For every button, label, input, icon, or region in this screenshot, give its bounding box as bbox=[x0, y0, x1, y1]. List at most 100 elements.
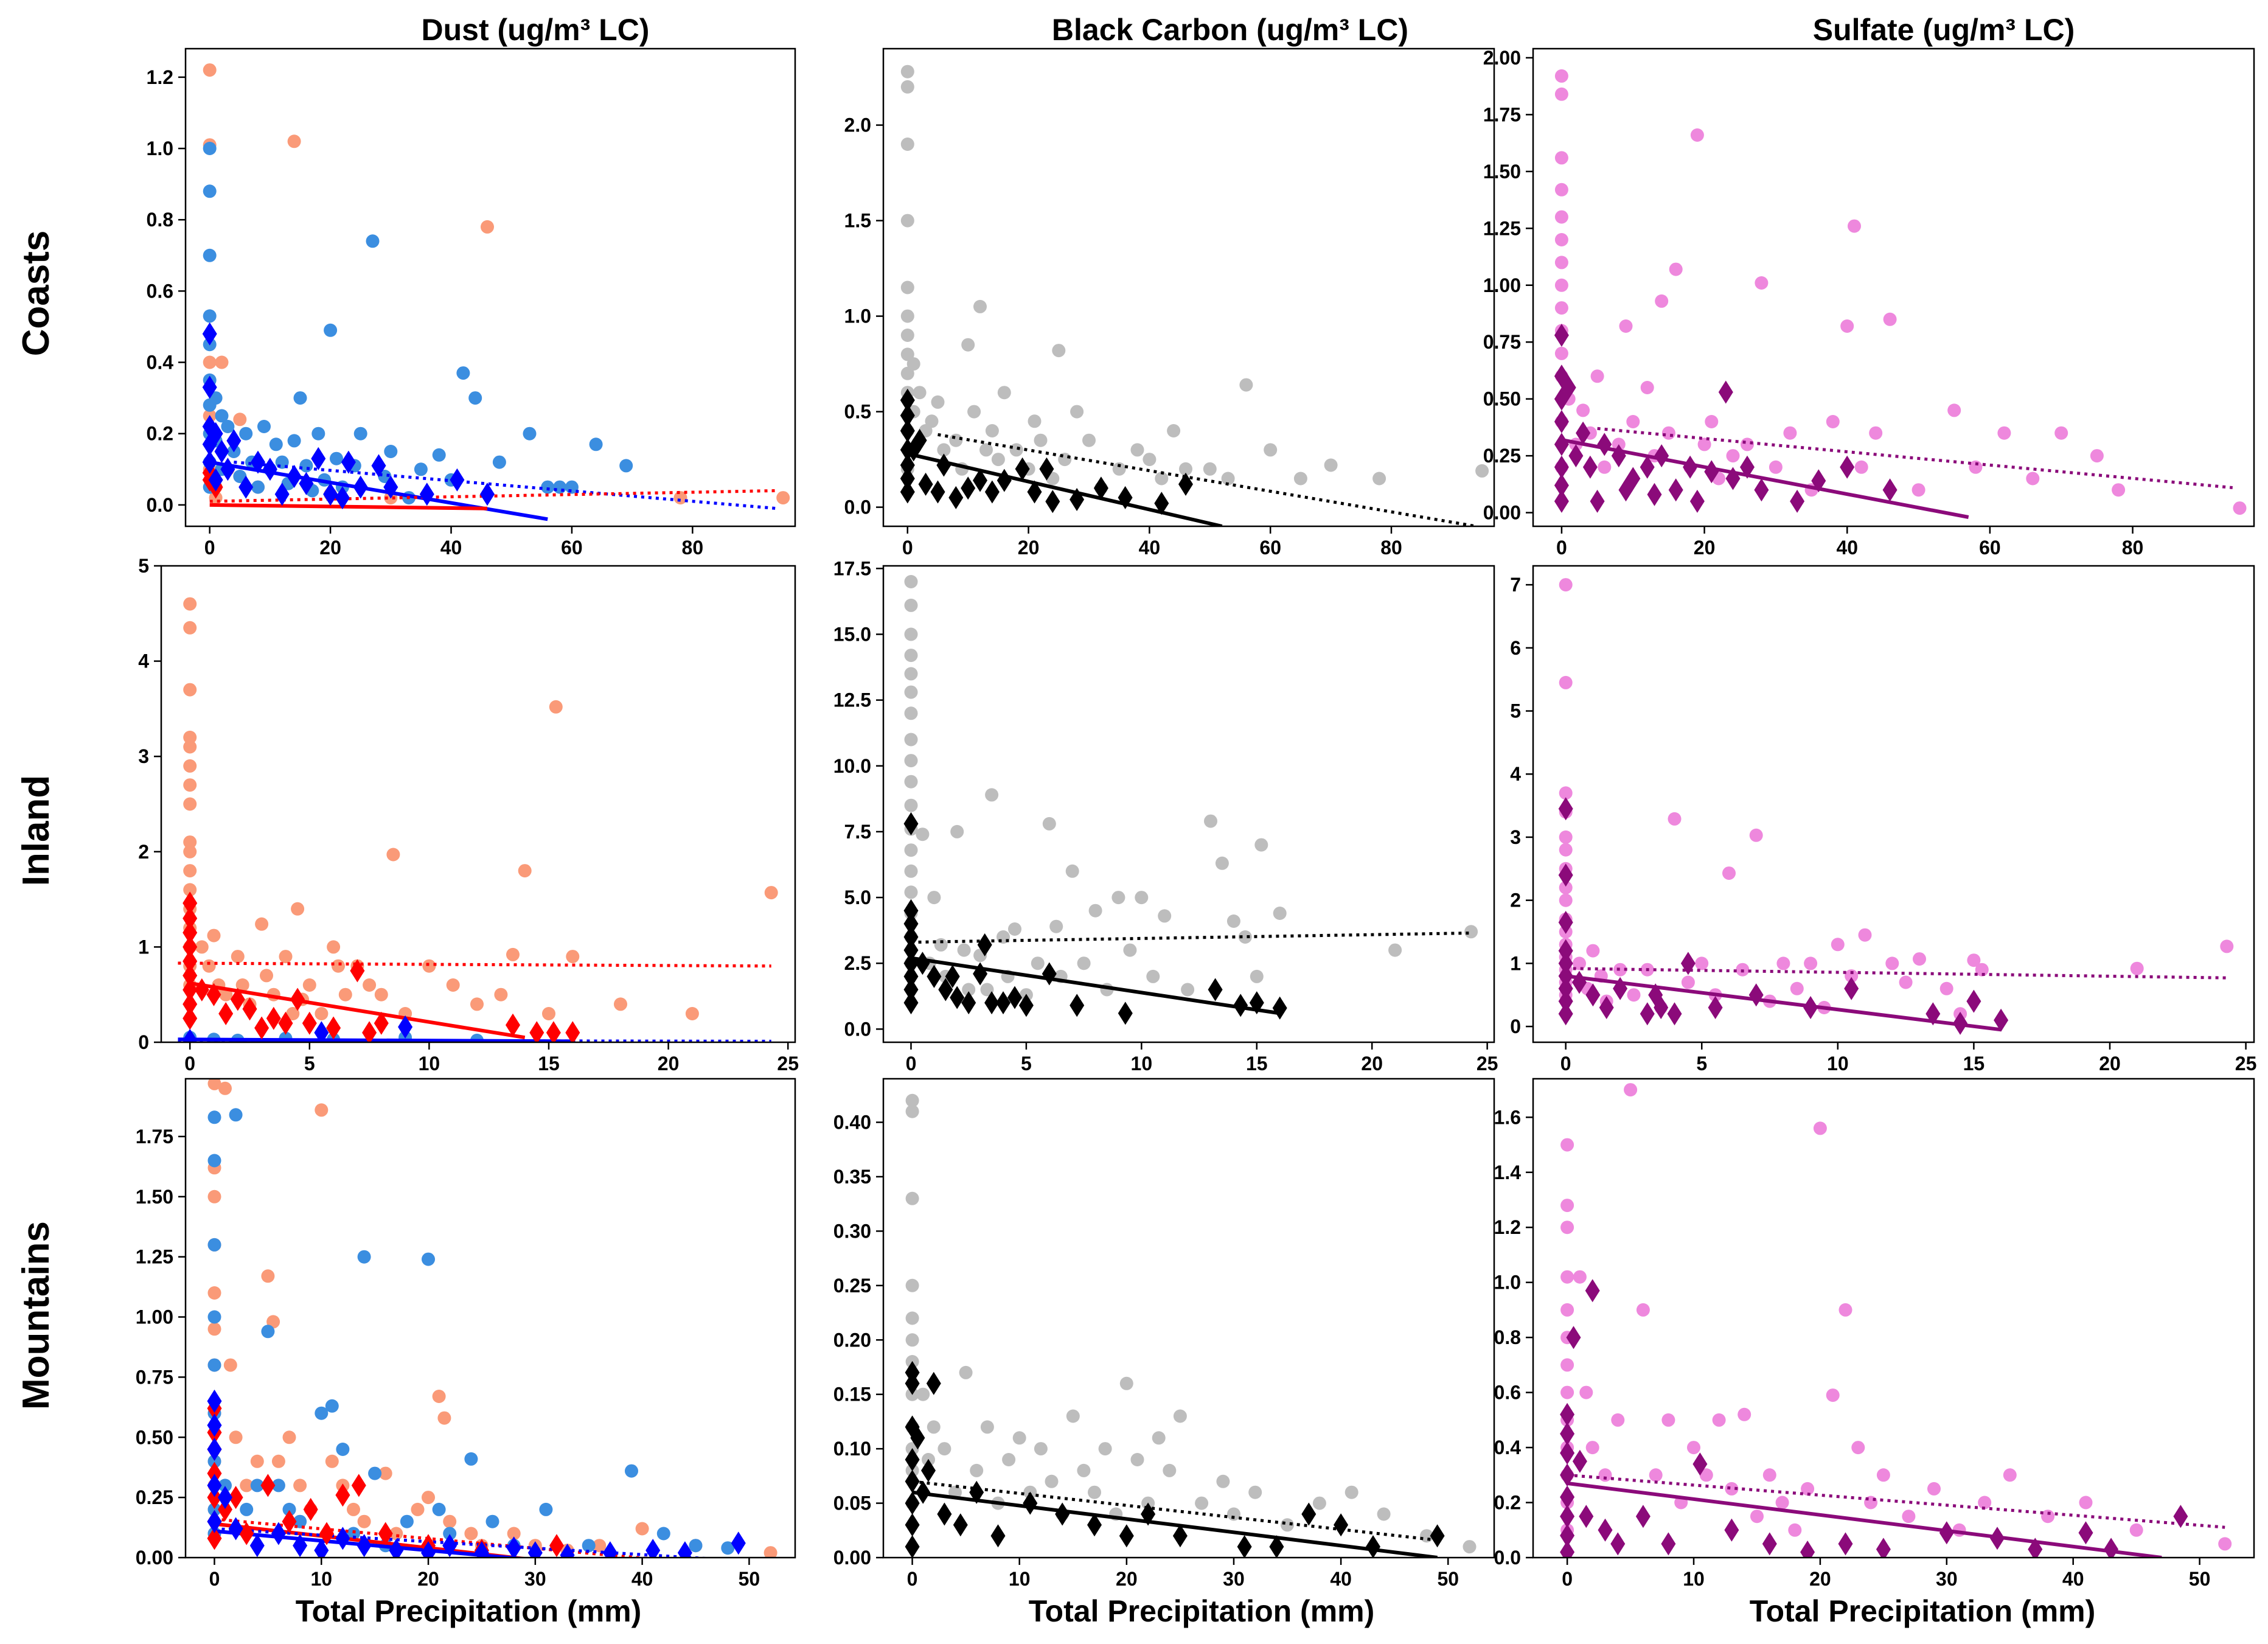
panel-inland-dust-y-tick-label: 1 bbox=[138, 936, 149, 958]
panel-coasts-dust-dust-blue-point bbox=[619, 459, 633, 473]
panel-mountains-dust-y-tick-label: 0.50 bbox=[136, 1426, 173, 1448]
panel-mountains-dust-dust-red-means-marker bbox=[549, 1534, 564, 1558]
panel-mountains-sulfate-sulfate-points-point bbox=[2129, 1523, 2143, 1537]
panel-coasts-dust-y-tick-label: 0.8 bbox=[147, 209, 173, 231]
panel-inland-sulfate-sulfate-means-marker bbox=[1572, 970, 1587, 994]
panel-coasts-dust-dust-blue-point bbox=[330, 451, 343, 465]
panel-coasts-dust-dust-blue-point bbox=[257, 420, 271, 433]
panel-inland-dust-dust-red-means-marker bbox=[565, 1021, 580, 1042]
panel-inland-dust-dust-red-means-marker bbox=[183, 992, 198, 1016]
panel-coasts-black-carbon-bc-points-point bbox=[931, 395, 945, 409]
panel-mountains-sulfate-sulfate-points-point bbox=[1851, 1441, 1865, 1455]
panel-inland-black-carbon-x-tick-label: 25 bbox=[1477, 1053, 1498, 1075]
panel-coasts-sulfate-sulfate-points-point bbox=[1554, 210, 1568, 224]
panel-coasts-sulfate-sulfate-means-marker bbox=[1582, 455, 1598, 479]
panel-inland-black-carbon-bc-points-point bbox=[1388, 943, 1402, 957]
panel-mountains-sulfate-y-tick-label: 0.2 bbox=[1494, 1492, 1521, 1514]
panel-mountains-dust-dust-blue-point bbox=[625, 1464, 638, 1478]
panel-coasts-sulfate-y-tick-label: 1.75 bbox=[1483, 103, 1521, 125]
panel-inland-sulfate-sulfate-means-marker bbox=[1803, 996, 1818, 1019]
panel-inland-black-carbon-bc-means-marker bbox=[1272, 996, 1287, 1020]
panel-coasts-dust-frame bbox=[184, 47, 796, 528]
row-title-coasts: Coasts bbox=[15, 231, 57, 357]
panel-mountains-dust-dust-orange-point bbox=[229, 1430, 243, 1444]
panel-inland-dust-y-tick-label: 2 bbox=[138, 841, 149, 863]
panel-mountains-black-carbon-bc-means-marker bbox=[1237, 1535, 1252, 1558]
panel-mountains-black-carbon-bc-means-marker bbox=[905, 1535, 920, 1558]
panel-coasts-dust-dust-blue-point bbox=[553, 480, 567, 494]
panel-inland-dust-x-tick-label: 20 bbox=[658, 1053, 680, 1075]
panel-inland-sulfate-sulfate-points-point bbox=[1695, 956, 1709, 970]
panel-coasts-sulfate-sulfate-points-point bbox=[1783, 426, 1797, 440]
panel-inland-sulfate-sulfate-means-marker bbox=[1558, 989, 1573, 1013]
panel-mountains-dust-dust-blue-point bbox=[539, 1502, 553, 1516]
panel-inland-dust-dust-orange-point bbox=[338, 987, 352, 1001]
panel-mountains-dust-dust-blue-means-marker bbox=[249, 1534, 265, 1558]
panel-inland-dust-dust-red-means-marker bbox=[546, 1021, 561, 1042]
panel-coasts-sulfate-sulfate-means-marker bbox=[1554, 410, 1569, 433]
panel-mountains-sulfate-sulfate-points-point bbox=[1560, 1358, 1574, 1372]
panel-coasts-sulfate-sulfate-points-point bbox=[1705, 415, 1719, 428]
panel-coasts-sulfate-sulfate-points-point bbox=[1726, 449, 1740, 463]
panel-coasts-black-carbon-bc-points-point bbox=[1070, 405, 1084, 419]
panel-coasts-sulfate-y-tick-label: 1.25 bbox=[1483, 217, 1521, 239]
panel-mountains-sulfate-sulfate-means-marker bbox=[1762, 1532, 1777, 1556]
panel-inland-dust-dust-orange-point bbox=[235, 978, 249, 992]
panel-mountains-dust-dust-blue-means-marker bbox=[560, 1544, 575, 1558]
panel-inland-dust-dust-red-means-marker bbox=[266, 1006, 281, 1030]
panel-inland-dust-dust-red-means-marker bbox=[278, 1011, 293, 1035]
panel-coasts-black-carbon-bc-means-marker bbox=[936, 453, 951, 477]
panel-mountains-black-carbon-bc-means-marker bbox=[905, 1513, 920, 1537]
panel-coasts-dust-x-tick-label: 20 bbox=[319, 537, 341, 559]
panel-inland-black-carbon-y-tick-label: 2.5 bbox=[844, 952, 871, 974]
panel-mountains-dust-dust-orange-point bbox=[357, 1514, 371, 1528]
panel-inland-dust-dust-orange-point bbox=[374, 987, 388, 1001]
panel-mountains-sulfate-sulfate-points-point bbox=[1661, 1413, 1675, 1427]
panel-mountains-sulfate-sulfate-points-point bbox=[1788, 1523, 1802, 1537]
panel-inland-dust-dust-red-means-marker bbox=[183, 1006, 198, 1030]
panel-mountains-dust-dust-blue-point bbox=[464, 1452, 478, 1466]
panel-inland-dust-dust-orange-point bbox=[291, 902, 305, 916]
panel-inland-sulfate-sulfate-points-point bbox=[1804, 956, 1818, 970]
panel-mountains-black-carbon-bc-points-point bbox=[1077, 1463, 1091, 1477]
panel-mountains-dust-dust-blue-point bbox=[218, 1479, 232, 1492]
panel-inland-sulfate-sulfate-means-marker bbox=[1585, 983, 1601, 1007]
panel-mountains-sulfate-sulfate-means-marker bbox=[1560, 1463, 1575, 1487]
panel-mountains-dust-x-tick-label: 10 bbox=[310, 1568, 332, 1590]
panel-mountains-dust-dust-blue-point bbox=[357, 1250, 371, 1264]
panel-inland-sulfate-sulfate-points-point bbox=[2130, 961, 2144, 975]
panel-coasts-sulfate-y-tick-label: 0.50 bbox=[1483, 388, 1521, 410]
panel-mountains-black-carbon-bc-points-point bbox=[916, 1387, 930, 1401]
panel-mountains-dust-dust-blue-point bbox=[347, 1527, 360, 1541]
panel-coasts-sulfate-sulfate-means-marker bbox=[1568, 444, 1584, 468]
panel-mountains-dust-y-tick-label: 1.50 bbox=[136, 1186, 173, 1208]
panel-coasts-dust-dust-blue-point bbox=[492, 455, 506, 469]
panel-inland-dust-dust-red-means-marker bbox=[183, 978, 198, 1001]
panel-mountains-black-carbon-bc-points-point bbox=[927, 1420, 941, 1434]
panel-inland-dust-frame bbox=[160, 565, 796, 1043]
panel-mountains-dust-dust-orange-point bbox=[422, 1491, 435, 1505]
panel-mountains-sulfate-sulfate-means-marker bbox=[1939, 1521, 1954, 1545]
panel-coasts-black-carbon-bc-points-point bbox=[937, 443, 951, 457]
panel-coasts-sulfate-sulfate-means-marker bbox=[1683, 455, 1698, 479]
panel-inland-black-carbon-bc-points-point bbox=[1135, 891, 1149, 905]
panel-coasts-black-carbon-bc-means-marker bbox=[912, 428, 927, 452]
panel-coasts-black-carbon-bc-points-point bbox=[900, 280, 914, 294]
panel-coasts-dust-y-tick-label: 0.4 bbox=[147, 352, 174, 374]
panel-inland-sulfate-sulfate-means-marker bbox=[1558, 1002, 1573, 1026]
panel-mountains-dust-dust-blue-means-marker bbox=[207, 1413, 222, 1437]
panel-inland-black-carbon-bc-means-marker bbox=[938, 978, 953, 1001]
panel-inland-sulfate-x-tick-label: 10 bbox=[1827, 1053, 1849, 1075]
panel-inland-black-carbon-bc-means-marker bbox=[1233, 994, 1248, 1017]
panel-mountains-dust-dust-orange-point bbox=[207, 1286, 221, 1300]
panel-inland-dust-dust-red-means-marker bbox=[206, 983, 221, 1006]
panel-mountains-sulfate-sulfate-points-point bbox=[1699, 1468, 1713, 1482]
panel-inland-black-carbon-bc-points-point bbox=[1088, 904, 1102, 918]
panel-mountains-black-carbon-bc-points-point bbox=[1066, 1409, 1080, 1423]
panel-inland-sulfate-sulfate-means-marker bbox=[1558, 939, 1573, 963]
panel-coasts-black-carbon-bc-points-point bbox=[1112, 462, 1126, 476]
panel-inland-dust-dust-red-means-marker bbox=[230, 987, 245, 1011]
panel-inland-dust-dust-red-means-marker bbox=[183, 964, 198, 987]
panel-coasts-sulfate-sulfate-points-point bbox=[2233, 501, 2247, 515]
panel-coasts-dust-dust-orange-point bbox=[287, 134, 301, 148]
